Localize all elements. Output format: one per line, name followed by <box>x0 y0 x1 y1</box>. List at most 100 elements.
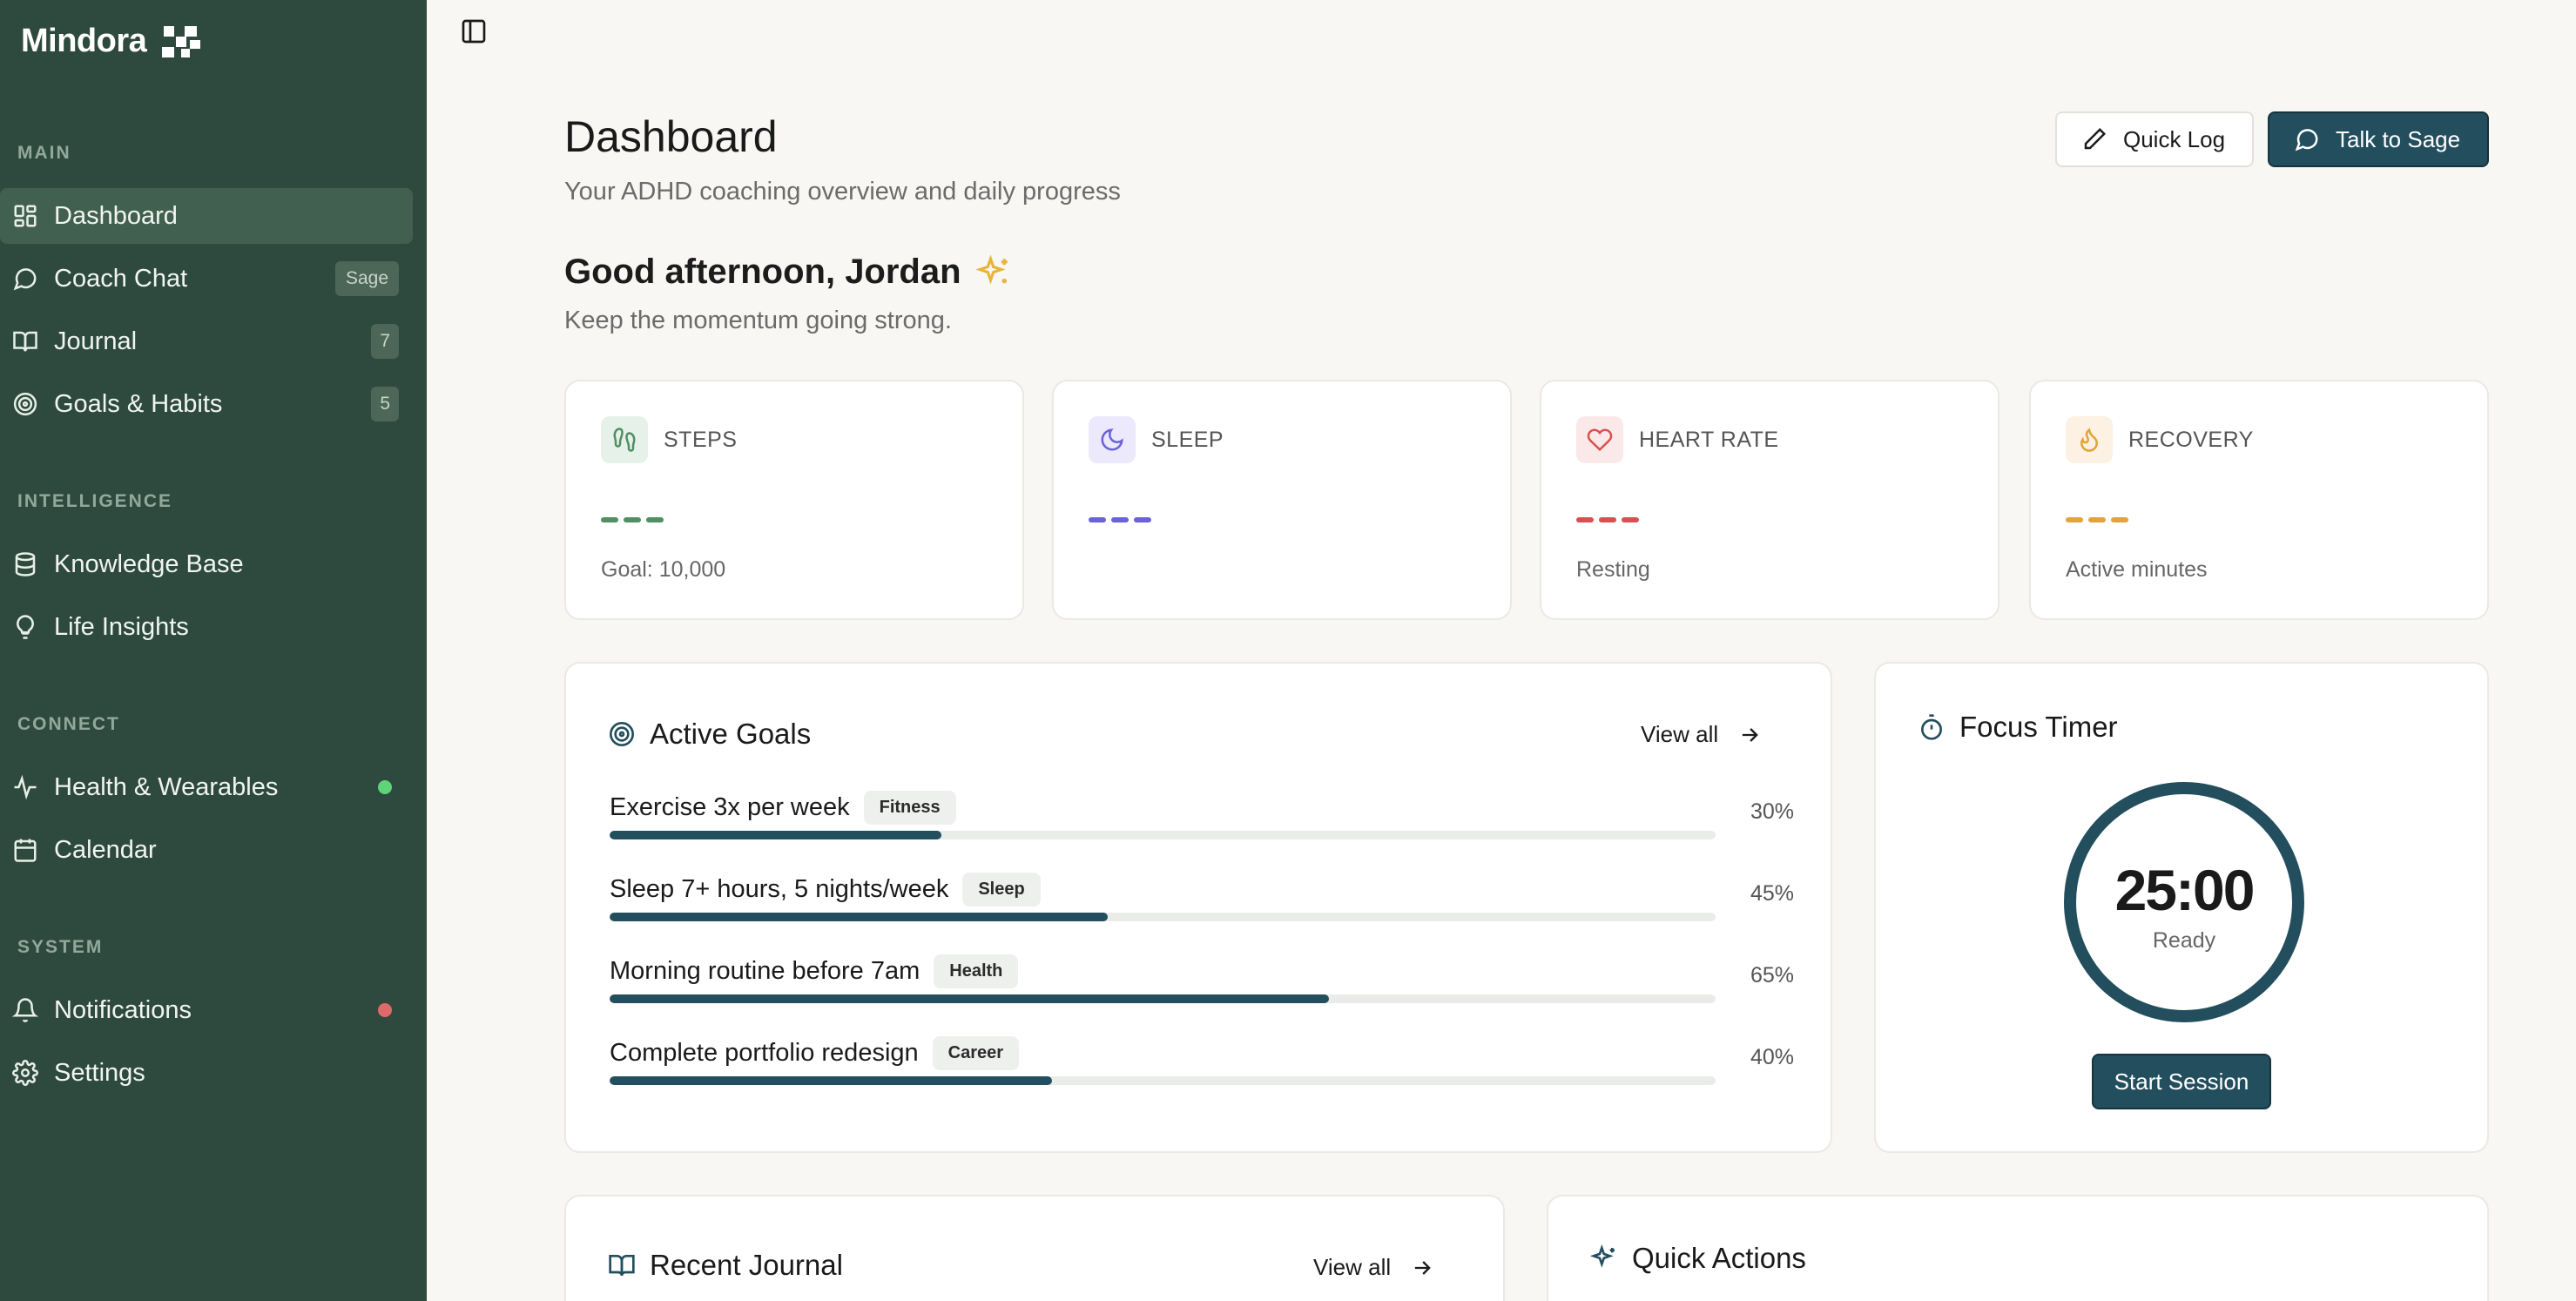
sidebar-item-journal[interactable]: Journal 7 <box>0 313 413 369</box>
sidebar-item-notifications[interactable]: Notifications <box>0 982 413 1038</box>
sidebar-item-goals-habits[interactable]: Goals & Habits 5 <box>0 376 413 432</box>
goal-tag: Fitness <box>863 791 956 825</box>
stat-label: HEART RATE <box>1639 427 1779 452</box>
notification-dot <box>378 1003 392 1017</box>
goal-progress-fill <box>610 1076 1052 1085</box>
stat-label: STEPS <box>664 427 738 452</box>
chat-icon <box>13 268 37 291</box>
sparkles-icon <box>1590 1244 1615 1268</box>
target-icon <box>13 392 37 416</box>
quick-actions-card: Quick Actions <box>1547 1195 2489 1301</box>
talk-to-sage-label: Talk to Sage <box>2336 125 2461 152</box>
sparkles-icon <box>974 253 1008 285</box>
stat-card-recovery[interactable]: RECOVERY Active minutes <box>2029 380 2489 620</box>
stat-label: RECOVERY <box>2128 427 2254 452</box>
sidebar-toggle-icon[interactable] <box>460 17 488 45</box>
sidebar-item-label: Journal <box>54 327 138 355</box>
gear-icon <box>12 1060 38 1086</box>
quick-log-button[interactable]: Quick Log <box>2055 111 2254 167</box>
timer-ring: 25:00 Ready <box>2064 782 2304 1022</box>
sidebar-item-knowledge-base[interactable]: Knowledge Base <box>0 536 413 592</box>
stat-label: SLEEP <box>1151 427 1224 452</box>
stat-card-steps[interactable]: STEPS Goal: 10,000 <box>564 380 1024 620</box>
section-label-system: SYSTEM <box>17 937 104 957</box>
card-title: Focus Timer <box>1918 711 2118 744</box>
stat-icon-box <box>1089 416 1136 463</box>
start-session-button[interactable]: Start Session <box>2092 1054 2271 1109</box>
sidebar-item-dashboard[interactable]: Dashboard <box>0 188 413 244</box>
book-icon <box>609 1255 635 1277</box>
sidebar-item-label: Calendar <box>54 835 157 864</box>
recent-journal-card: Recent Journal View all <box>564 1195 1505 1301</box>
timer-time: 25:00 <box>2114 858 2256 922</box>
pencil-icon <box>2084 127 2107 150</box>
timer-status: Ready <box>2152 928 2216 953</box>
journal-view-all-link[interactable]: View all <box>1313 1254 1434 1281</box>
page-subtitle: Your ADHD coaching overview and daily pr… <box>564 178 1121 206</box>
stat-placeholder-value <box>1089 517 1151 522</box>
goals-view-all-link[interactable]: View all <box>1641 721 1762 748</box>
focus-timer-card: Focus Timer 25:00 Ready Start Session <box>1874 662 2489 1153</box>
greeting-subtitle: Keep the momentum going strong. <box>564 307 952 334</box>
stat-card-heart-rate[interactable]: HEART RATE Resting <box>1540 380 1999 620</box>
brand-name: Mindora <box>21 23 147 59</box>
goal-row[interactable]: Exercise 3x per week Fitness 30% <box>610 791 1794 855</box>
sidebar-item-label: Life Insights <box>54 612 189 641</box>
goal-progress-bar <box>610 913 1716 921</box>
goal-title: Sleep 7+ hours, 5 nights/week <box>610 875 949 903</box>
goal-progress-fill <box>610 994 1329 1003</box>
moon-icon <box>1101 428 1123 451</box>
goal-row[interactable]: Complete portfolio redesign Career 40% <box>610 1036 1794 1101</box>
view-all-label: View all <box>1313 1254 1392 1280</box>
recent-journal-title: Recent Journal <box>650 1249 843 1281</box>
section-label-connect: CONNECT <box>17 714 120 734</box>
goal-row[interactable]: Morning routine before 7am Health 65% <box>610 954 1794 1019</box>
goal-progress-bar <box>610 994 1716 1003</box>
sidebar-item-label: Coach Chat <box>54 264 188 293</box>
sidebar-item-calendar[interactable]: Calendar <box>0 822 413 878</box>
footprints-icon <box>613 428 636 452</box>
active-goals-title: Active Goals <box>650 718 812 750</box>
chat-icon <box>2295 129 2318 152</box>
stat-icon-box <box>601 416 648 463</box>
goal-tag: Career <box>932 1036 1020 1070</box>
sidebar-item-coach-chat[interactable]: Coach Chat Sage <box>0 251 413 307</box>
stat-icon-box <box>1576 416 1623 463</box>
coach-badge: Sage <box>334 261 399 296</box>
quick-actions-title: Quick Actions <box>1632 1242 1806 1274</box>
goal-percent: 40% <box>1750 1045 1794 1069</box>
stat-placeholder-value <box>1576 517 1639 522</box>
stat-placeholder-value <box>2066 517 2128 522</box>
heart-icon <box>1587 428 1613 451</box>
greeting: Good afternoon, Jordan <box>564 253 1012 292</box>
activity-icon <box>14 774 37 800</box>
bell-icon <box>12 998 38 1022</box>
sidebar-item-life-insights[interactable]: Life Insights <box>0 599 413 655</box>
quick-log-label: Quick Log <box>2123 125 2226 152</box>
database-icon <box>15 552 36 576</box>
sidebar-item-label: Knowledge Base <box>54 549 244 578</box>
sidebar-item-settings[interactable]: Settings <box>0 1045 413 1101</box>
talk-to-sage-button[interactable]: Talk to Sage <box>2268 111 2489 167</box>
goal-progress-fill <box>610 831 941 839</box>
stat-icon-box <box>2066 416 2113 463</box>
card-title: Quick Actions <box>1590 1242 1806 1275</box>
brand[interactable]: Mindora <box>21 23 204 60</box>
goal-percent: 65% <box>1750 963 1794 988</box>
sidebar-item-health-wearables[interactable]: Health & Wearables <box>0 759 413 815</box>
stat-card-sleep[interactable]: SLEEP <box>1052 380 1512 620</box>
card-title: Active Goals <box>608 718 811 751</box>
sidebar-item-label: Settings <box>54 1058 145 1087</box>
goal-tag: Health <box>934 954 1019 988</box>
view-all-label: View all <box>1641 721 1719 747</box>
goal-row[interactable]: Sleep 7+ hours, 5 nights/week Sleep 45% <box>610 873 1794 937</box>
brand-logo-icon <box>162 25 201 57</box>
stat-footer: Goal: 10,000 <box>601 557 726 582</box>
active-goals-card: Active Goals View all Exercise 3x per we… <box>564 662 1832 1153</box>
goal-progress-bar <box>610 831 1716 839</box>
stat-footer: Active minutes <box>2066 557 2208 582</box>
connected-status-dot <box>378 780 392 794</box>
goal-tag: Sleep <box>962 873 1041 907</box>
sidebar-item-label: Goals & Habits <box>54 389 223 418</box>
goal-progress-fill <box>610 913 1108 921</box>
